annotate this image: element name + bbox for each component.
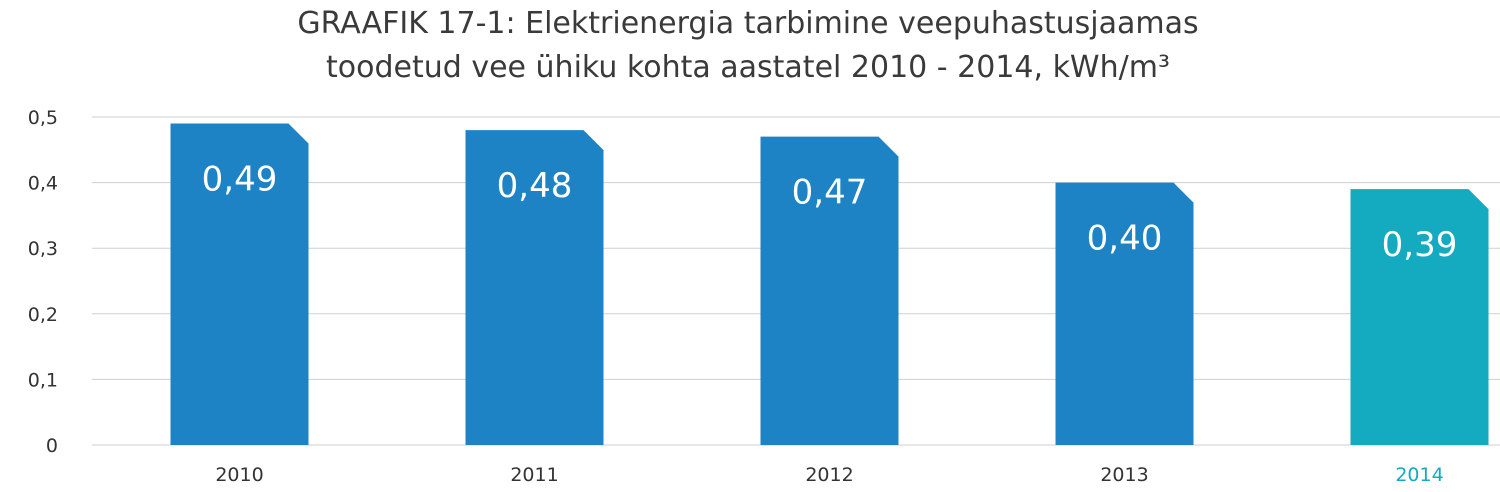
y-tick-label: 0: [46, 435, 58, 457]
bar-2014: [1350, 189, 1489, 445]
y-tick-label: 0,4: [28, 173, 58, 195]
y-tick-label: 0,2: [28, 304, 58, 326]
y-tick-label: 0,1: [28, 369, 58, 391]
value-label-2011: 0,48: [497, 166, 573, 206]
x-tick-label-2010: 2010: [215, 464, 263, 486]
chart-title-line-2: toodetud vee ühiku kohta aastatel 2010 -…: [326, 50, 1170, 85]
y-axis: 0 0,1 0,2 0,3 0,4 0,5: [28, 107, 58, 457]
x-tick-label-2011: 2011: [510, 464, 558, 486]
y-tick-label: 0,5: [28, 107, 58, 129]
bar-2011: [465, 130, 604, 445]
value-label-2014: 0,39: [1382, 225, 1458, 265]
value-label-2013: 0,40: [1087, 219, 1163, 259]
bars: [170, 123, 1489, 445]
chart-title: GRAAFIK 17-1: Elektrienergia tarbimine v…: [297, 6, 1198, 85]
x-axis: 2010 2011 2012 2013 2014: [215, 464, 1443, 486]
value-label-2010: 0,49: [202, 160, 278, 200]
bar-2013: [1055, 182, 1194, 445]
x-tick-label-2013: 2013: [1100, 464, 1148, 486]
bar-2010: [170, 123, 309, 445]
chart-title-line-1: GRAAFIK 17-1: Elektrienergia tarbimine v…: [297, 6, 1198, 41]
x-tick-label-2014: 2014: [1395, 464, 1443, 486]
value-label-2012: 0,47: [792, 173, 868, 213]
y-tick-label: 0,3: [28, 238, 58, 260]
bar-2012: [760, 136, 899, 445]
x-tick-label-2012: 2012: [805, 464, 853, 486]
value-labels: 0,49 0,48 0,47 0,40 0,39: [202, 160, 1458, 266]
